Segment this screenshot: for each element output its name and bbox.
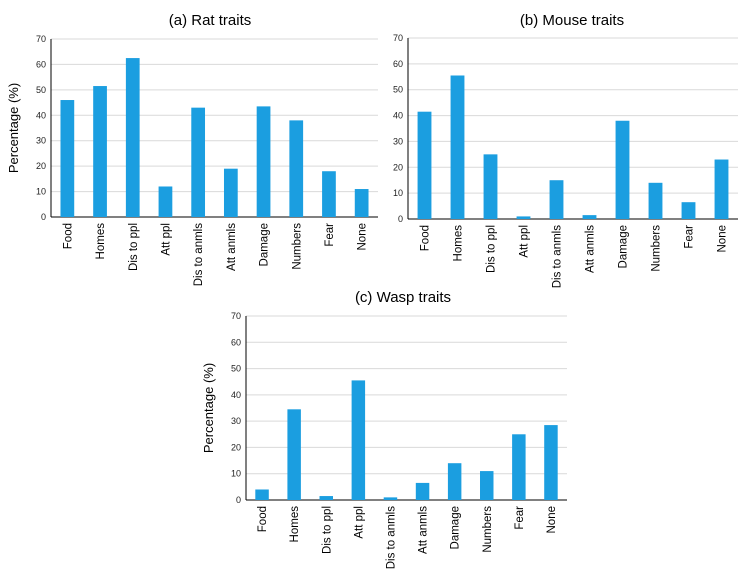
y-tick-label: 20 bbox=[36, 161, 46, 171]
bar bbox=[447, 463, 462, 500]
y-tick-label: 50 bbox=[231, 364, 241, 374]
x-tick-label: Dis to anmls bbox=[385, 506, 397, 570]
y-tick-label: 30 bbox=[393, 136, 403, 146]
x-tick-label: Att ppl bbox=[353, 506, 365, 539]
x-tick-label: Homes bbox=[453, 225, 465, 262]
x-tick-label: Food bbox=[420, 225, 432, 251]
y-tick-label: 50 bbox=[36, 85, 46, 95]
bar bbox=[60, 100, 75, 217]
bar bbox=[450, 75, 465, 219]
bar bbox=[191, 107, 206, 217]
bar bbox=[255, 489, 269, 500]
y-tick-label: 10 bbox=[393, 188, 403, 198]
bar bbox=[648, 182, 663, 219]
y-tick-label: 40 bbox=[36, 110, 46, 120]
y-tick-label: 40 bbox=[393, 111, 403, 121]
y-tick-label: 60 bbox=[393, 59, 403, 69]
x-tick-label: Att anmls bbox=[418, 506, 430, 554]
bar bbox=[223, 168, 238, 217]
x-tick-label: Dis to anmls bbox=[552, 225, 564, 289]
x-tick-label: Fear bbox=[514, 506, 526, 530]
bar bbox=[415, 482, 430, 500]
y-tick-label: 0 bbox=[398, 214, 403, 224]
x-tick-label: Numbers bbox=[291, 223, 303, 270]
y-tick-label: 70 bbox=[393, 33, 403, 43]
y-tick-label: 0 bbox=[41, 212, 46, 222]
bar bbox=[417, 111, 432, 219]
x-tick-label: Homes bbox=[289, 506, 301, 543]
x-tick-label: Dis to ppl bbox=[321, 506, 333, 554]
bar bbox=[256, 106, 271, 217]
bar bbox=[322, 171, 336, 217]
x-tick-label: Damage bbox=[450, 506, 462, 549]
y-tick-label: 60 bbox=[231, 337, 241, 347]
y-tick-label: 50 bbox=[393, 85, 403, 95]
x-tick-label: Damage bbox=[618, 225, 630, 268]
bar bbox=[93, 86, 107, 218]
chart-title: (a) Rat traits bbox=[169, 12, 252, 29]
chart-title: (c) Wasp traits bbox=[355, 289, 451, 306]
bar bbox=[549, 180, 564, 219]
bar bbox=[714, 159, 729, 219]
bar bbox=[319, 496, 333, 500]
bar bbox=[681, 202, 696, 219]
bar bbox=[582, 215, 597, 219]
x-tick-label: Damage bbox=[259, 223, 271, 266]
bar bbox=[544, 425, 558, 500]
x-tick-label: None bbox=[546, 506, 558, 534]
x-tick-label: Fear bbox=[684, 225, 696, 249]
bar bbox=[289, 120, 304, 217]
x-tick-label: Dis to anmls bbox=[193, 223, 205, 287]
bar bbox=[354, 189, 369, 217]
y-tick-label: 10 bbox=[36, 187, 46, 197]
y-tick-label: 30 bbox=[231, 416, 241, 426]
x-tick-label: Fear bbox=[324, 223, 336, 247]
x-tick-label: Att ppl bbox=[519, 225, 531, 258]
bar bbox=[125, 58, 140, 218]
bar bbox=[615, 120, 630, 219]
x-tick-label: Att ppl bbox=[160, 223, 172, 256]
y-axis-label: Percentage (%) bbox=[6, 83, 21, 173]
y-tick-label: 20 bbox=[393, 162, 403, 172]
x-tick-label: Dis to ppl bbox=[128, 223, 140, 271]
x-tick-label: Food bbox=[257, 506, 269, 532]
x-tick-label: Att anmls bbox=[585, 225, 597, 273]
y-axis-label: Percentage (%) bbox=[201, 363, 216, 453]
y-tick-label: 10 bbox=[231, 469, 241, 479]
bar bbox=[287, 409, 301, 500]
y-tick-label: 70 bbox=[36, 34, 46, 44]
y-tick-label: 0 bbox=[236, 495, 241, 505]
y-tick-label: 60 bbox=[36, 59, 46, 69]
rat-traits-chart: (a) Rat traits Percentage (%) 0 10 20 30 40 5… bbox=[6, 12, 378, 286]
bar bbox=[516, 216, 531, 219]
bar bbox=[351, 380, 366, 500]
bar bbox=[483, 154, 498, 219]
bar bbox=[512, 434, 526, 500]
wasp-traits-chart: (c) Wasp traits Percentage (%) 0 10 20 30 40… bbox=[201, 289, 567, 569]
x-tick-label: Numbers bbox=[651, 225, 663, 272]
x-tick-label: Food bbox=[62, 223, 74, 249]
y-tick-label: 30 bbox=[36, 136, 46, 146]
bar bbox=[480, 471, 494, 500]
mouse-traits-chart: (b) Mouse traits 0 10 20 30 40 50 60 70 Food Home… bbox=[393, 12, 738, 288]
x-tick-label: Homes bbox=[95, 223, 107, 260]
y-tick-label: 70 bbox=[231, 311, 241, 321]
bar bbox=[383, 497, 398, 500]
x-tick-label: None bbox=[357, 223, 369, 251]
chart-title: (b) Mouse traits bbox=[520, 12, 624, 29]
x-tick-label: Dis to ppl bbox=[486, 225, 498, 273]
y-tick-label: 40 bbox=[231, 390, 241, 400]
x-tick-label: Numbers bbox=[482, 506, 494, 553]
bar bbox=[158, 186, 173, 217]
x-tick-label: None bbox=[717, 225, 729, 253]
y-tick-label: 20 bbox=[231, 442, 241, 452]
x-tick-label: Att anmls bbox=[226, 223, 238, 271]
